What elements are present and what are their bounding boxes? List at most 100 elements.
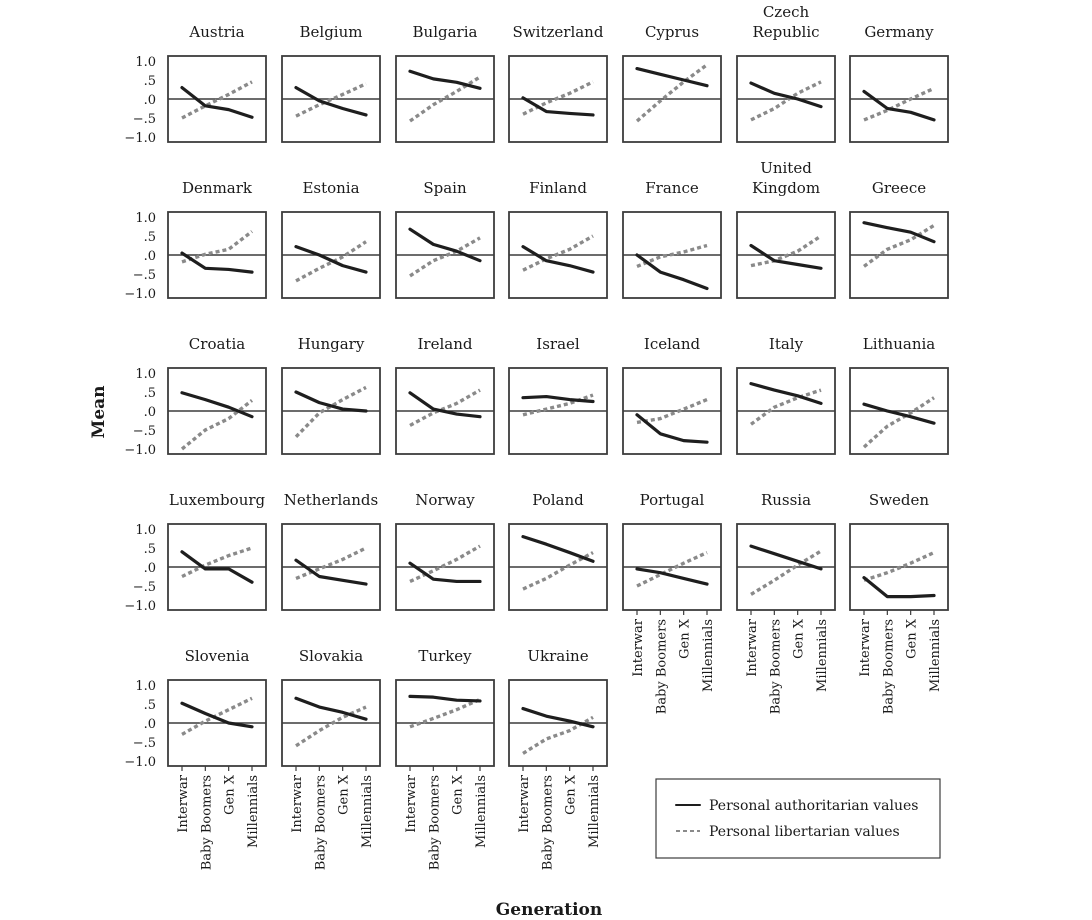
panel: Italy [736,335,836,455]
x-tick-label: Interwar [176,774,191,833]
y-tick-label: .5 [144,542,156,557]
panel-title: Poland [532,491,584,509]
panel: Iceland [622,335,722,455]
series-line-authoritarian [294,558,368,586]
y-tick-label: −.5 [133,112,156,127]
panel-title: Sweden [869,491,929,509]
x-tick-label: Gen X [792,618,807,659]
panel-title: Ireland [418,335,473,353]
series-line-authoritarian [862,576,936,599]
series-line-authoritarian [294,245,368,274]
y-tick-label: .5 [144,386,156,401]
panel-title: Slovenia [185,647,250,665]
panel: Sweden [849,491,949,611]
panel: Lithuania [849,335,949,455]
legend-label-libertarian: Personal libertarian values [709,824,900,840]
panel-title: Iceland [644,335,701,353]
panel: Norway [395,491,495,611]
panel: Portugal [622,491,722,611]
series-line-libertarian [181,696,253,736]
series-line-authoritarian [180,701,254,729]
y-tick-label: .0 [144,405,156,420]
y-tick-label: −.5 [133,736,156,751]
panel-title: Italy [769,335,804,353]
panels-layer: Austria Belgium Bulgaria Switzerland Cyprus C… [167,3,949,767]
series-line-libertarian [522,393,594,417]
panel-title: Croatia [189,335,245,353]
panel: Germany [849,23,949,143]
panel: United Kingdom [736,159,836,299]
x-tick-label: Baby Boomers [313,775,328,870]
x-tick-label: Interwar [517,774,532,833]
panel-title: Austria [188,23,244,41]
panel-title: Israel [536,335,580,353]
x-tick-label: Gen X [451,774,466,815]
x-tick-label: Baby Boomers [768,619,783,714]
x-tick-label: Millennials [815,619,830,692]
series-line-authoritarian [294,696,368,721]
series-line-libertarian [750,234,822,268]
series-line-authoritarian [294,85,368,117]
series-line-libertarian [181,230,254,264]
x-axis-title: Generation [496,900,603,920]
panel: Estonia [281,179,381,299]
series-line-libertarian [636,398,708,425]
y-tick-label: .5 [144,230,156,245]
series-line-authoritarian [635,66,709,88]
series-line-authoritarian [180,85,254,119]
x-tick-label: Gen X [223,774,238,815]
series-line-authoritarian [862,89,936,122]
series-line-authoritarian [408,227,482,263]
x-tick-label: Baby Boomers [881,619,896,714]
y-tick-label: −1.0 [124,599,156,614]
series-line-authoritarian [521,394,595,404]
y-tick-label: −.5 [133,268,156,283]
y-tick-label: 1.0 [135,367,156,382]
panel-title: Spain [423,179,467,197]
series-line-authoritarian [294,390,368,413]
series-line-authoritarian [180,391,254,419]
series-line-authoritarian [408,391,482,419]
series-line-libertarian [863,551,935,582]
y-tick-label: 1.0 [135,211,156,226]
series-line-authoritarian [635,567,709,586]
series-line-libertarian [750,80,822,122]
panel: Austria [167,23,267,143]
series-line-libertarian [522,551,594,591]
series-line-libertarian [862,223,935,268]
panel-title: Turkey [418,647,472,665]
series-line-authoritarian [408,69,482,90]
series-line-libertarian [181,80,253,120]
legend: Personal authoritarian values Personal l… [655,778,941,859]
y-tick-label: 1.0 [135,679,156,694]
x-tick-label: Interwar [404,774,419,833]
panel: Hungary [281,335,381,455]
y-tick-label: .0 [144,249,156,264]
x-tick-label: Baby Boomers [540,775,555,870]
axes-layer: 1.0 .5 .0 −.5 −1.0 1.0 .5 .0 −.5 −1.0 1.0 .5 .0 −.5 −1… [124,55,943,870]
series-line-authoritarian [862,221,936,244]
panel-title: Portugal [640,491,705,509]
series-line-libertarian [180,399,254,451]
series-line-libertarian [409,236,481,278]
x-tick-label: Interwar [631,618,646,677]
y-tick-label: −1.0 [124,443,156,458]
y-axis-title: Mean [89,385,109,438]
legend-box [655,778,941,859]
panel: Denmark [167,179,267,299]
panel: Slovenia [167,647,267,767]
panel-title: Slovakia [299,647,363,665]
series-line-libertarian [636,551,708,588]
panel: Cyprus [622,23,722,143]
series-line-libertarian [522,234,594,272]
y-tick-label: −1.0 [124,287,156,302]
panel-title: Luxembourg [169,491,266,509]
panel: Ireland [395,335,495,455]
series-line-authoritarian [521,706,595,729]
panel-title: Switzerland [513,23,604,41]
series-line-libertarian [635,63,709,123]
series-line-authoritarian [749,382,823,405]
panel-title: Netherlands [284,491,378,509]
panel: Greece [849,179,949,299]
